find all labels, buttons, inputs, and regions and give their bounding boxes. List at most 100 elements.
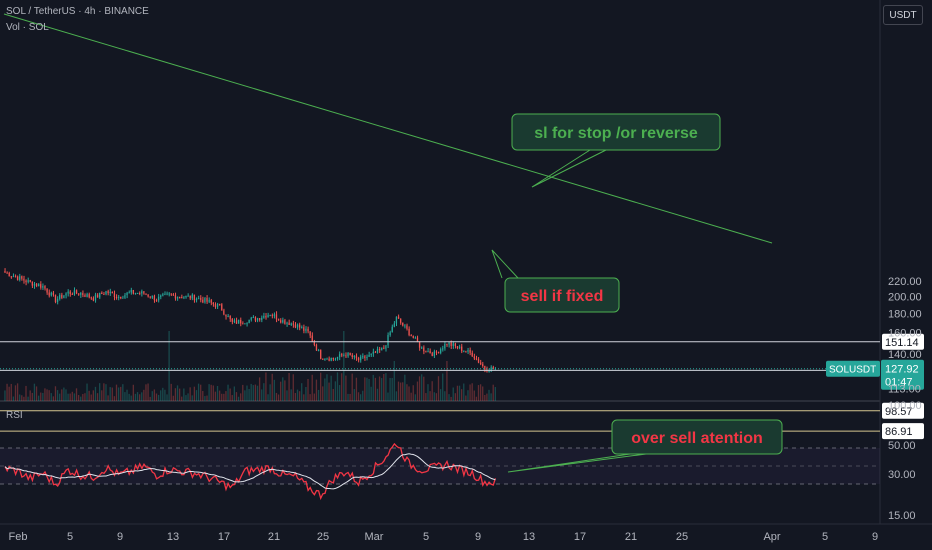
candle-body (197, 298, 200, 300)
candle-body (61, 294, 63, 298)
candle-body (176, 296, 179, 299)
candle-body (366, 356, 368, 359)
volume-bar (63, 387, 65, 401)
volume-bar (252, 385, 254, 401)
volume-bar (191, 395, 193, 401)
volume-bar (195, 390, 198, 401)
volume-bar (204, 396, 206, 401)
candle-body (282, 320, 284, 323)
candle-body (290, 323, 292, 325)
volume-bar (178, 388, 181, 401)
volume-bar (421, 374, 423, 401)
candle-body (330, 357, 332, 361)
volume-bar (46, 389, 48, 401)
volume-bar (256, 385, 259, 401)
rsi-tick: 50.00 (888, 440, 916, 452)
currency-button[interactable]: USDT (883, 5, 923, 25)
candle-body (479, 362, 482, 365)
rsi-line[interactable] (4, 442, 497, 501)
volume-bar (233, 386, 236, 401)
candle-body (252, 317, 254, 319)
candle-body (115, 296, 118, 298)
trendline[interactable] (3, 13, 773, 244)
candle-body (90, 297, 92, 299)
candle-body (284, 320, 286, 324)
volume-bar (423, 376, 425, 401)
candle-body (216, 304, 219, 307)
candle-body (395, 316, 398, 324)
candle-body (416, 337, 419, 343)
callout-1[interactable]: sl for stop /or reverse (511, 113, 721, 188)
volume-bar (385, 373, 387, 401)
volume-bar (305, 386, 307, 401)
candle-body (107, 291, 109, 294)
time-tick-13: 13 (523, 531, 535, 543)
volume-bar (357, 392, 360, 401)
candle-body (14, 276, 17, 278)
volume-bar (212, 385, 214, 401)
candle-body (273, 314, 275, 316)
candle-body (200, 298, 202, 300)
volume-bar (479, 384, 482, 401)
time-tick-21: 21 (625, 531, 637, 543)
candle-body (359, 356, 362, 361)
volume-bar (319, 372, 322, 401)
symbol-legend[interactable]: SOL / TetherUS · 4h · BINANCE (6, 6, 149, 17)
candle-body (77, 293, 80, 295)
volume-bar (134, 393, 137, 401)
volume-bar (157, 394, 160, 401)
volume-bar (248, 388, 250, 401)
candle-body (172, 294, 174, 296)
candle-body (242, 323, 244, 325)
volume-bar (214, 391, 217, 401)
volume-bar (336, 372, 339, 401)
candle-body (429, 351, 431, 354)
time-tick-Mar: Mar (365, 531, 384, 543)
volume-bar (160, 390, 162, 401)
candle-body (292, 323, 294, 325)
candle-body (210, 300, 212, 303)
candle-body (383, 347, 385, 349)
volume-bar (113, 396, 116, 401)
volume-bar (44, 388, 46, 401)
candle-body (212, 302, 214, 305)
callout-2[interactable]: sell if fixed (491, 249, 620, 313)
volume-bar (52, 396, 55, 401)
candle-body (86, 294, 88, 297)
candle-body (40, 284, 42, 288)
candle-body (319, 350, 322, 359)
candle-body (71, 293, 73, 295)
time-tick-9: 9 (117, 531, 123, 543)
candle-body (296, 324, 299, 328)
candle-body (141, 291, 143, 294)
candle-body (482, 364, 484, 367)
volume-bar (353, 389, 355, 401)
volume-bar (94, 386, 97, 401)
symbol-tag-bg (826, 360, 880, 377)
candle-body (94, 294, 97, 301)
candle-body (393, 323, 395, 327)
volume-bar (153, 389, 156, 401)
candle-body (214, 304, 217, 307)
price-tick: 220.00 (888, 276, 922, 288)
candle-body (269, 315, 271, 317)
candle-body (181, 297, 183, 299)
callout-text: over sell atention (631, 430, 763, 447)
volume-bar (73, 393, 76, 401)
volume-bar (138, 394, 141, 401)
volume-bar (42, 392, 44, 401)
callout-3[interactable]: over sell atention (507, 419, 783, 473)
candle-body (65, 293, 67, 296)
volume-bar (444, 391, 446, 401)
volume-bar (334, 381, 337, 401)
volume-bar (450, 396, 452, 401)
candle-body (421, 347, 423, 349)
candle-body (277, 319, 280, 321)
candle-body (258, 318, 261, 320)
volume-bar (404, 374, 406, 401)
candles[interactable] (4, 268, 496, 373)
volume-bar (458, 385, 461, 401)
candle-body (54, 294, 57, 302)
volume-bar (442, 373, 444, 401)
